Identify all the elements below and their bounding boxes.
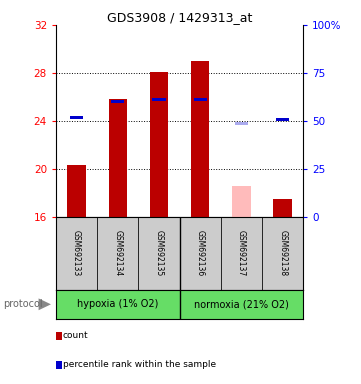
Title: GDS3908 / 1429313_at: GDS3908 / 1429313_at — [107, 11, 252, 24]
Bar — [138, 217, 180, 290]
Bar — [56, 290, 180, 319]
Text: GSM692137: GSM692137 — [237, 230, 246, 276]
Bar — [232, 186, 251, 217]
Bar — [152, 98, 166, 101]
Bar — [67, 166, 86, 217]
Bar — [193, 98, 207, 101]
Text: GSM692135: GSM692135 — [155, 230, 164, 276]
Text: GSM692136: GSM692136 — [196, 230, 205, 276]
Bar — [180, 217, 221, 290]
Bar — [191, 61, 209, 217]
Bar — [111, 100, 125, 103]
Bar — [180, 290, 303, 319]
Bar — [70, 116, 83, 119]
Text: GSM692138: GSM692138 — [278, 230, 287, 276]
Bar — [97, 217, 138, 290]
Bar — [221, 217, 262, 290]
Text: GSM692133: GSM692133 — [72, 230, 81, 276]
Polygon shape — [39, 298, 51, 310]
Text: protocol: protocol — [4, 299, 43, 310]
Text: GSM692134: GSM692134 — [113, 230, 122, 276]
Bar — [262, 217, 303, 290]
Bar — [56, 217, 97, 290]
Text: hypoxia (1% O2): hypoxia (1% O2) — [77, 299, 158, 310]
Text: count: count — [63, 331, 88, 341]
Bar — [276, 118, 289, 121]
Bar — [273, 199, 292, 217]
Bar — [109, 99, 127, 217]
Text: percentile rank within the sample: percentile rank within the sample — [63, 360, 216, 369]
Text: normoxia (21% O2): normoxia (21% O2) — [194, 299, 289, 310]
Bar — [235, 122, 248, 125]
Bar — [150, 72, 168, 217]
